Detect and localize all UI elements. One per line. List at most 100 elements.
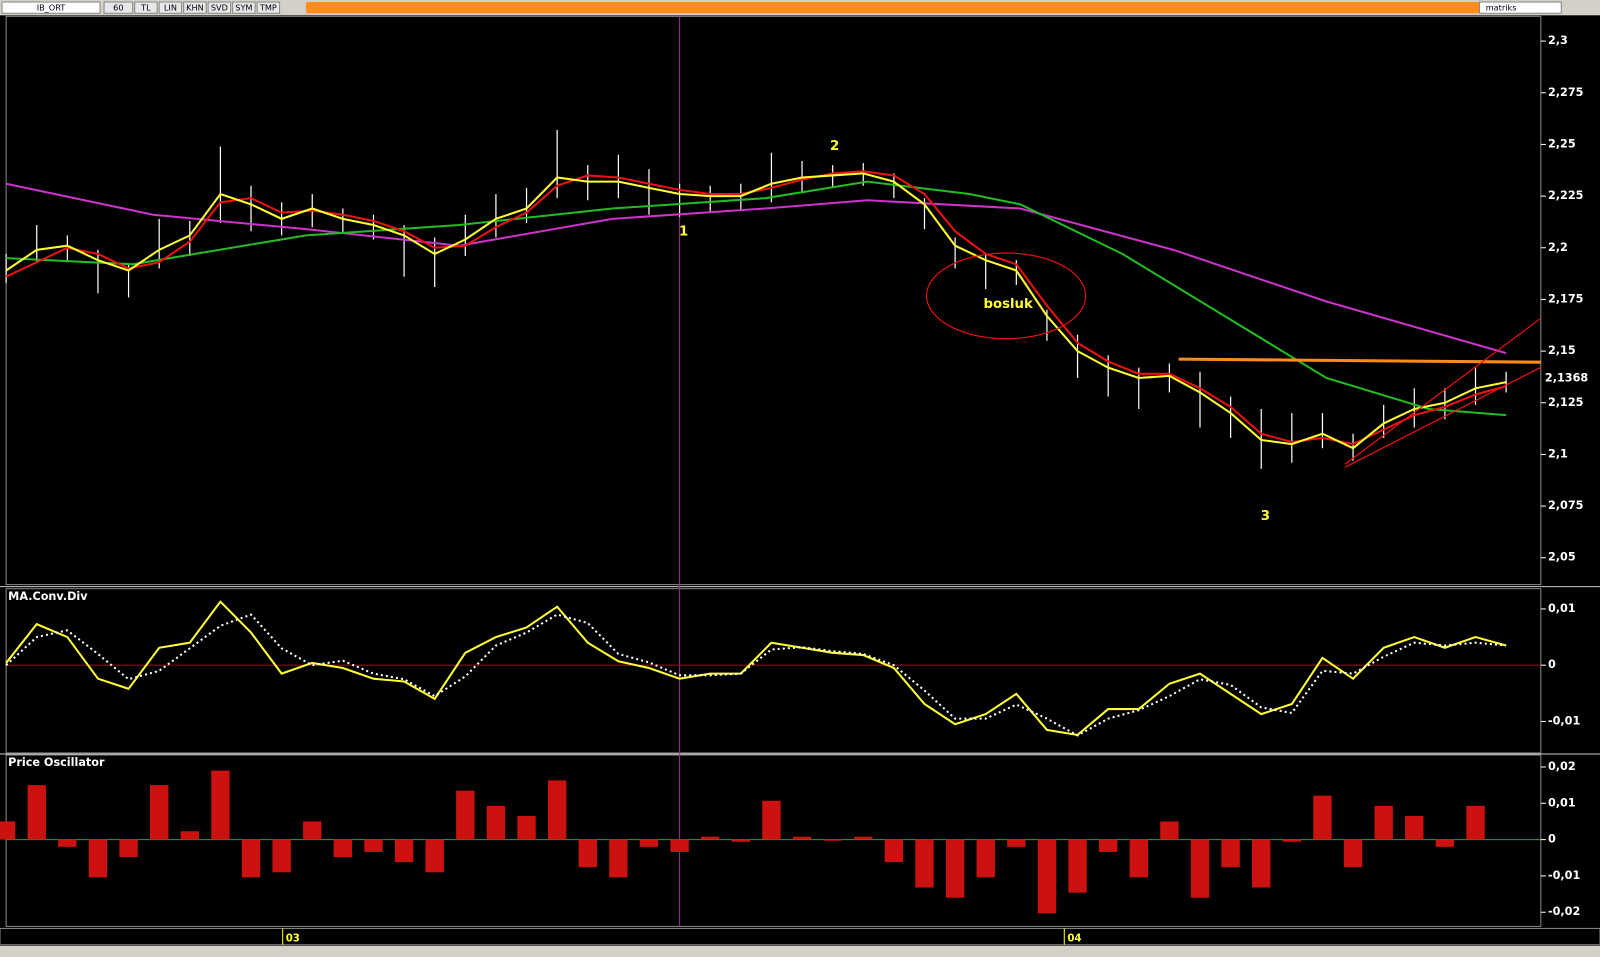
- bar: [945, 839, 965, 898]
- bar: [1313, 795, 1332, 840]
- y-tick-label: 0: [1548, 833, 1556, 846]
- toolbar-button[interactable]: [207, 1, 232, 14]
- toolbar-button-label[interactable]: SVD: [211, 3, 228, 13]
- toolbar-button[interactable]: [256, 1, 281, 14]
- toolbar-button-label[interactable]: TMP: [259, 3, 277, 13]
- bar: [578, 839, 597, 868]
- toolbar-button[interactable]: [103, 1, 134, 14]
- toolbar-button-label[interactable]: TL: [140, 3, 151, 13]
- bar: [425, 839, 444, 873]
- symbol[interactable]: IB_ORT: [37, 3, 66, 13]
- y-tick-label: 2,2: [1548, 241, 1568, 254]
- toolbar-button[interactable]: [158, 1, 183, 14]
- bar: [639, 839, 659, 847]
- toolbar-button-label[interactable]: SYM: [235, 3, 252, 13]
- series-line: [5, 182, 1507, 355]
- bar: [1435, 839, 1455, 847]
- last-price: 2,1368: [1545, 371, 1588, 384]
- toolbar-button-label[interactable]: LIN: [164, 3, 177, 13]
- bar: [792, 836, 812, 840]
- bar: [486, 805, 506, 840]
- bar: [211, 770, 230, 840]
- bar: [884, 839, 904, 863]
- toolbar-button-label[interactable]: KHN: [186, 3, 204, 13]
- bar: [1129, 839, 1148, 878]
- channel-line: [1344, 366, 1542, 468]
- y-tick-label: 2,225: [1548, 189, 1584, 202]
- bar: [456, 790, 475, 840]
- y-tick-label: 0: [1548, 658, 1556, 671]
- series-line: [5, 613, 1507, 737]
- y-tick-label: 2,25: [1548, 137, 1576, 150]
- bar: [88, 839, 108, 878]
- panel-title: MA.Conv.Div: [8, 590, 88, 603]
- date-label: 03: [286, 934, 300, 945]
- toolbar-button[interactable]: [134, 1, 158, 14]
- po-frame: [5, 754, 1542, 927]
- resistance-line: [1178, 357, 1541, 364]
- toolbar-button[interactable]: [232, 1, 256, 14]
- bar: [1374, 805, 1393, 840]
- y-tick-label: 2,15: [1548, 344, 1576, 357]
- y-tick-label: -0,01: [1548, 869, 1581, 882]
- gap-circle: [925, 252, 1087, 340]
- y-tick-label: 2,1: [1548, 447, 1568, 460]
- y-tick-label: 0,01: [1548, 796, 1576, 809]
- bar: [1037, 839, 1057, 914]
- y-tick-label: 2,275: [1548, 86, 1584, 99]
- bar: [333, 839, 353, 858]
- bar: [0, 821, 16, 840]
- date-label: 04: [1067, 934, 1081, 945]
- bar: [517, 815, 536, 840]
- y-tick-label: 2,125: [1548, 396, 1584, 409]
- bar: [150, 785, 169, 840]
- bar: [27, 785, 46, 840]
- bar: [731, 839, 750, 842]
- bar: [180, 831, 199, 840]
- brand: matriks: [1486, 3, 1517, 13]
- series-line: [5, 172, 1507, 450]
- symbol-box[interactable]: [1, 1, 101, 14]
- annotation: bosluk: [984, 297, 1034, 312]
- bar: [1221, 839, 1240, 868]
- toolbar-button-label[interactable]: 60: [113, 3, 123, 13]
- bar: [854, 836, 873, 840]
- bar: [701, 836, 720, 840]
- y-tick-label: 2,05: [1548, 551, 1576, 564]
- bar: [547, 780, 567, 840]
- series-line: [6, 180, 1507, 417]
- bar: [1007, 839, 1026, 847]
- y-tick-label: -0,02: [1548, 905, 1580, 918]
- scrollbar[interactable]: [0, 945, 1600, 957]
- bar: [58, 839, 77, 847]
- price-frame: [5, 15, 1542, 586]
- annotation: 2: [830, 139, 839, 154]
- bar: [1190, 839, 1210, 898]
- bar: [119, 839, 138, 858]
- channel-line: [1344, 317, 1542, 465]
- bar: [241, 839, 261, 878]
- annotation: 3: [1261, 509, 1270, 524]
- macd-frame: [5, 588, 1542, 754]
- toolbar: IB_ORT matriks 60 TL LIN KHN SVD SYM TMP: [0, 0, 1600, 16]
- bar: [1160, 821, 1179, 840]
- y-tick-label: 0,02: [1548, 760, 1576, 773]
- bar: [1466, 805, 1485, 840]
- bar: [1252, 839, 1271, 888]
- bar: [823, 839, 842, 841]
- brand-box: [1479, 1, 1562, 14]
- y-tick-label: 2,3: [1548, 34, 1568, 47]
- y-tick-label: 2,175: [1548, 292, 1584, 305]
- date-axis: [0, 927, 1600, 946]
- bar: [976, 839, 995, 878]
- bar: [364, 839, 383, 852]
- toolbar-button[interactable]: [183, 1, 207, 14]
- y-tick-label: 2,075: [1548, 499, 1584, 512]
- bar: [1405, 815, 1424, 840]
- bar: [609, 839, 628, 878]
- bar: [1098, 839, 1118, 852]
- bar: [1343, 839, 1363, 868]
- last-price-box: [1541, 371, 1589, 386]
